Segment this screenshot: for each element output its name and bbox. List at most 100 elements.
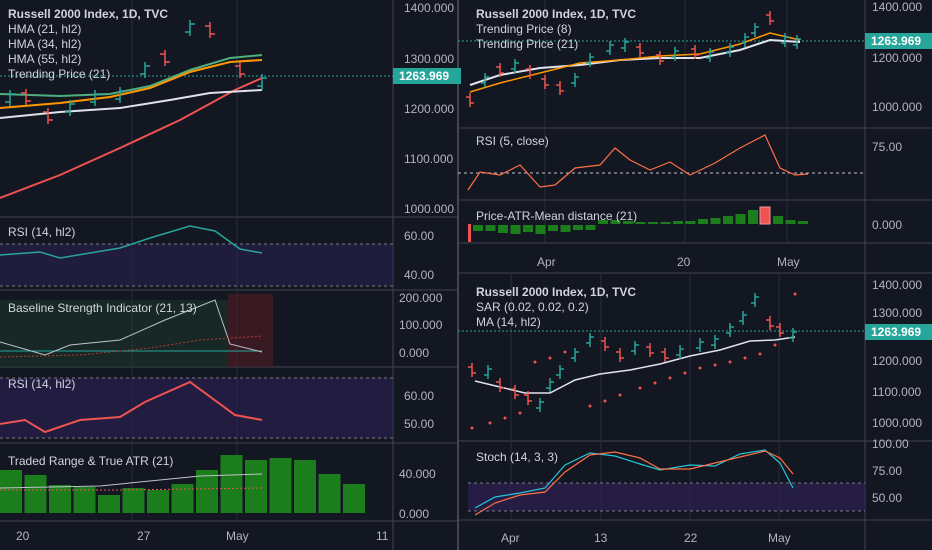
left-rsi2-tick-60: 60.00 bbox=[404, 389, 435, 403]
left-rsi2-line bbox=[0, 380, 263, 434]
tr-indicator-trending21[interactable]: Trending Price (21) bbox=[476, 37, 579, 51]
left-indicator-hma34[interactable]: HMA (34, hl2) bbox=[8, 37, 82, 51]
tr-atr-mean-bar-13 bbox=[635, 222, 646, 224]
left-tick-1400: 1400.000 bbox=[404, 1, 455, 15]
br-sar-dot-10 bbox=[638, 386, 642, 390]
tr-date-20: 20 bbox=[677, 255, 691, 269]
left-rsi1-tick-60: 60.00 bbox=[404, 229, 435, 243]
tr-date-may: May bbox=[777, 255, 800, 269]
left-tick-1000: 1000.000 bbox=[404, 202, 455, 216]
left-hma55-line bbox=[0, 77, 263, 199]
br-sar-dot-5 bbox=[548, 356, 552, 360]
left-atr-bar-7 bbox=[171, 484, 194, 513]
tr-atr-mean-bar-11 bbox=[610, 220, 621, 224]
tr-atr-mean-bar-12 bbox=[623, 221, 633, 224]
left-atr-mean-line bbox=[0, 487, 263, 491]
tr-trending21-line bbox=[469, 38, 801, 86]
left-indicator-panels[interactable] bbox=[0, 225, 393, 513]
br-date-13: 13 bbox=[594, 531, 608, 545]
tr-atr-tick-0: 0.000 bbox=[872, 218, 903, 232]
br-tick-1300: 1300.000 bbox=[872, 306, 923, 320]
tr-main-legend: Russell 2000 Index, 1D, TVC Trending Pri… bbox=[476, 7, 636, 52]
tr-atr-mean-bar-22 bbox=[748, 210, 758, 224]
br-date-may: May bbox=[768, 531, 791, 545]
top-right-indicator-panels[interactable] bbox=[458, 134, 865, 242]
left-baseline-label[interactable]: Baseline Strength Indicator (21, 13) bbox=[8, 301, 197, 315]
bottom-right-indicator-panels[interactable] bbox=[468, 449, 865, 516]
br-sar-dot-2 bbox=[503, 416, 507, 420]
left-atr-bar-4 bbox=[98, 495, 120, 513]
left-atr-bar-5 bbox=[122, 488, 145, 513]
left-rsi1-label[interactable]: RSI (14, hl2) bbox=[8, 225, 76, 239]
tr-rsi-line bbox=[467, 134, 809, 191]
br-indicator-ma14[interactable]: MA (14, hl2) bbox=[476, 315, 541, 329]
left-date-may: May bbox=[226, 529, 249, 543]
tr-atr-mean-bar-21 bbox=[735, 214, 746, 224]
br-sar-dot-15 bbox=[713, 363, 717, 367]
left-rsi1-tick-40: 40.00 bbox=[404, 268, 435, 282]
br-stoch-label[interactable]: Stoch (14, 3, 3) bbox=[476, 450, 559, 464]
tr-atr-mean-bar-25 bbox=[785, 220, 796, 224]
left-atr-bar-8 bbox=[196, 470, 218, 513]
left-tick-1300: 1300.000 bbox=[404, 52, 455, 66]
tr-atr-mean-bar-16 bbox=[673, 221, 683, 224]
left-atr-bar-6 bbox=[147, 490, 169, 513]
tr-atr-mean-label[interactable]: Price-ATR-Mean distance (21) bbox=[476, 209, 638, 223]
left-atr-bar-11 bbox=[269, 458, 292, 513]
br-sar-dot-11 bbox=[653, 381, 657, 385]
left-rsi2-label[interactable]: RSI (14, hl2) bbox=[8, 377, 76, 391]
br-sar-dot-8 bbox=[603, 399, 607, 403]
left-atr-bar-14 bbox=[343, 484, 365, 513]
br-sar-dot-4 bbox=[533, 360, 537, 364]
br-main-legend: Russell 2000 Index, 1D, TVC SAR (0.02, 0… bbox=[476, 285, 636, 330]
tr-atr-mean-bar-24 bbox=[773, 216, 783, 224]
left-price-chart[interactable] bbox=[0, 20, 393, 199]
br-last-price-tag: 1263.969 bbox=[865, 324, 932, 340]
br-tick-1100: 1100.000 bbox=[872, 385, 922, 399]
br-sar-dot-3 bbox=[518, 411, 522, 415]
br-date-22: 22 bbox=[684, 531, 698, 545]
br-stoch-tick-50: 50.00 bbox=[872, 491, 903, 505]
br-sar-dot-19 bbox=[773, 343, 777, 347]
tr-tick-1200: 1200.000 bbox=[872, 51, 923, 65]
tr-atr-mean-bar-20 bbox=[723, 216, 733, 224]
left-baseline-tick-200: 200.000 bbox=[399, 291, 443, 305]
left-indicator-hma21[interactable]: HMA (21, hl2) bbox=[8, 22, 82, 36]
tr-atr-mean-bar-26 bbox=[798, 221, 808, 224]
left-date-20: 20 bbox=[16, 529, 30, 543]
left-baseline-line bbox=[0, 299, 263, 356]
left-baseline-tick-0: 0.000 bbox=[399, 346, 430, 360]
left-rsi1-line bbox=[0, 225, 263, 259]
br-sar-dot-0 bbox=[470, 426, 474, 430]
br-tick-1000: 1000.000 bbox=[872, 416, 923, 430]
left-rsi2-tick-50: 50.00 bbox=[404, 417, 435, 431]
left-baseline-red-zone bbox=[228, 294, 273, 367]
left-chart-title: Russell 2000 Index, 1D, TVC bbox=[8, 7, 169, 21]
br-tick-1200: 1200.000 bbox=[872, 354, 923, 368]
left-indicator-hma55[interactable]: HMA (55, hl2) bbox=[8, 52, 82, 66]
tr-last-price-tag: 1263.969 bbox=[865, 33, 932, 49]
tr-atr-mean-bar-9 bbox=[585, 225, 596, 230]
tr-atr-mean-bar-4 bbox=[523, 225, 533, 232]
top-right-price-chart[interactable] bbox=[458, 11, 865, 107]
tr-atr-mean-bar-1 bbox=[485, 225, 496, 231]
tr-atr-mean-red-bar bbox=[468, 224, 471, 242]
tr-atr-mean-bar-14 bbox=[648, 222, 658, 224]
left-baseline-green-zone bbox=[0, 300, 228, 367]
br-sar-dot-1 bbox=[488, 421, 492, 425]
left-rsi1-band bbox=[0, 244, 393, 286]
tr-atr-mean-highlight bbox=[759, 206, 771, 225]
br-indicator-sar[interactable]: SAR (0.02, 0.02, 0.2) bbox=[476, 300, 589, 314]
left-indicator-trending-price[interactable]: Trending Price (21) bbox=[8, 67, 111, 81]
left-atr-label[interactable]: Traded Range & True ATR (21) bbox=[8, 454, 174, 468]
left-tick-1200: 1200.000 bbox=[404, 102, 455, 116]
br-sar-dot-14 bbox=[698, 366, 702, 370]
tr-indicator-trending8[interactable]: Trending Price (8) bbox=[476, 22, 572, 36]
tr-rsi-label[interactable]: RSI (5, close) bbox=[476, 134, 549, 148]
left-atr-bar-0 bbox=[0, 470, 22, 513]
br-sar-dot-18 bbox=[758, 352, 762, 356]
left-trending-line bbox=[0, 89, 263, 119]
tr-rsi-tick-75: 75.00 bbox=[872, 140, 903, 154]
bottom-right-price-chart[interactable] bbox=[458, 292, 865, 430]
